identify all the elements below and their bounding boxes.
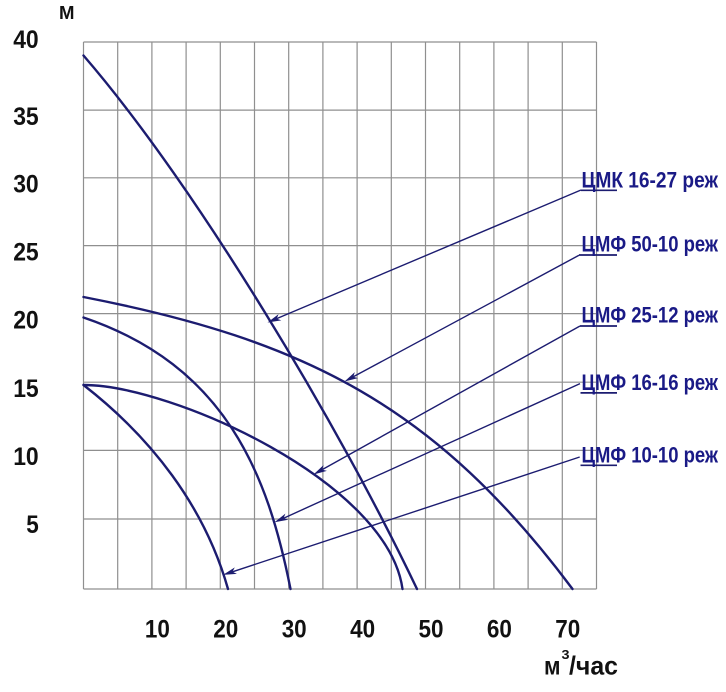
svg-text:10: 10	[145, 616, 170, 644]
svg-text:ЦМФ 50-10 реж: ЦМФ 50-10 реж	[582, 232, 719, 257]
svg-text:М: М	[59, 2, 75, 23]
svg-text:ЦМФ 10-10 реж: ЦМФ 10-10 реж	[582, 442, 719, 467]
svg-text:м3/час: м3/час	[544, 647, 618, 681]
svg-text:10: 10	[13, 443, 39, 471]
svg-text:20: 20	[213, 616, 238, 644]
svg-text:ЦМФ 16-16 реж: ЦМФ 16-16 реж	[582, 370, 719, 395]
svg-text:30: 30	[282, 616, 307, 644]
svg-text:60: 60	[487, 616, 512, 644]
svg-text:30: 30	[13, 171, 39, 199]
svg-text:50: 50	[419, 616, 444, 644]
svg-text:25: 25	[13, 239, 39, 267]
svg-text:40: 40	[13, 26, 39, 54]
svg-text:5: 5	[26, 511, 39, 539]
svg-text:ЦМФ 25-12 реж: ЦМФ 25-12 реж	[582, 303, 719, 328]
svg-text:35: 35	[13, 103, 39, 131]
svg-text:20: 20	[13, 307, 39, 335]
svg-text:70: 70	[555, 616, 580, 644]
svg-text:15: 15	[13, 375, 39, 403]
svg-text:40: 40	[350, 616, 375, 644]
svg-text:ЦМК 16-27 реж: ЦМК 16-27 реж	[582, 168, 719, 193]
